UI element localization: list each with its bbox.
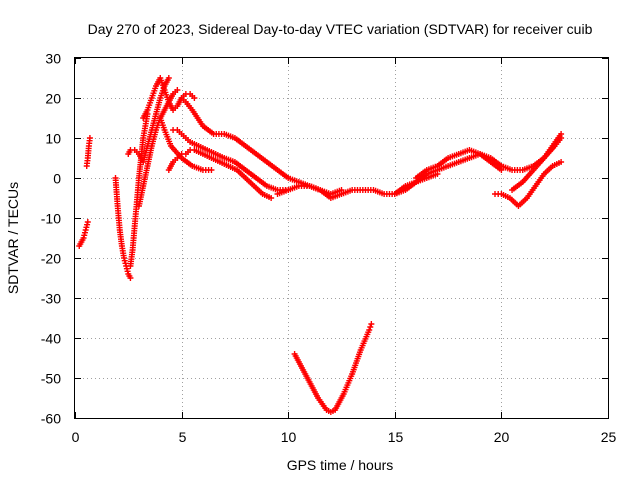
grid-lines [75, 58, 608, 418]
series-arc-c [112, 175, 134, 281]
data-point [191, 95, 198, 101]
y-tick-label: -30 [41, 291, 61, 307]
data-points [76, 75, 565, 415]
y-tick-label: -20 [41, 251, 61, 267]
data-point [558, 159, 565, 165]
y-tick-label: -40 [41, 331, 61, 347]
series-arc-q [291, 321, 375, 415]
x-tick-labels: 0 5 10 15 20 25 [72, 429, 617, 445]
y-tick-label: -10 [41, 211, 61, 227]
x-tick-label: 10 [281, 429, 297, 445]
data-point [208, 167, 215, 173]
x-tick-label: 5 [179, 429, 187, 445]
data-point [127, 275, 134, 281]
data-point [366, 327, 373, 333]
y-tick-label: -60 [41, 411, 61, 427]
plot-frame [74, 57, 609, 419]
data-point [558, 131, 565, 137]
y-tick-label: 30 [45, 51, 61, 67]
data-point [84, 219, 91, 225]
y-tick-label: 20 [45, 91, 61, 107]
data-point [165, 75, 172, 81]
series-arc-j [165, 147, 275, 201]
series-arc-e [125, 75, 172, 165]
y-axis-label: SDTVAR / TECUs [5, 182, 21, 294]
data-point [86, 135, 93, 141]
y-tick-labels: -60 -50 -40 -30 -20 -10 0 10 20 30 [41, 51, 61, 427]
series-arc-b [83, 135, 93, 169]
y-tick-label: 10 [45, 131, 61, 147]
x-tick-label: 15 [388, 429, 404, 445]
series-arc-d [127, 111, 151, 269]
y-tick-label: 0 [53, 171, 61, 187]
data-point-dense [367, 324, 374, 330]
data-point [498, 167, 505, 173]
series-arc-n [413, 147, 505, 181]
x-tick-label: 20 [494, 429, 510, 445]
series-arc-k [157, 115, 215, 173]
x-tick-label: 0 [72, 429, 80, 445]
series-arc-p [509, 131, 565, 193]
data-point [268, 195, 275, 201]
x-axis-label: GPS time / hours [287, 457, 394, 473]
series-arc-a [76, 219, 91, 249]
data-point [174, 87, 181, 93]
x-tick-label: 25 [601, 429, 617, 445]
data-point [368, 321, 375, 327]
chart-title: Day 270 of 2023, Sidereal Day-to-day VTE… [88, 21, 593, 37]
series-arc-g [140, 75, 198, 121]
series-arc-o [492, 159, 565, 209]
y-tick-label: -50 [41, 371, 61, 387]
